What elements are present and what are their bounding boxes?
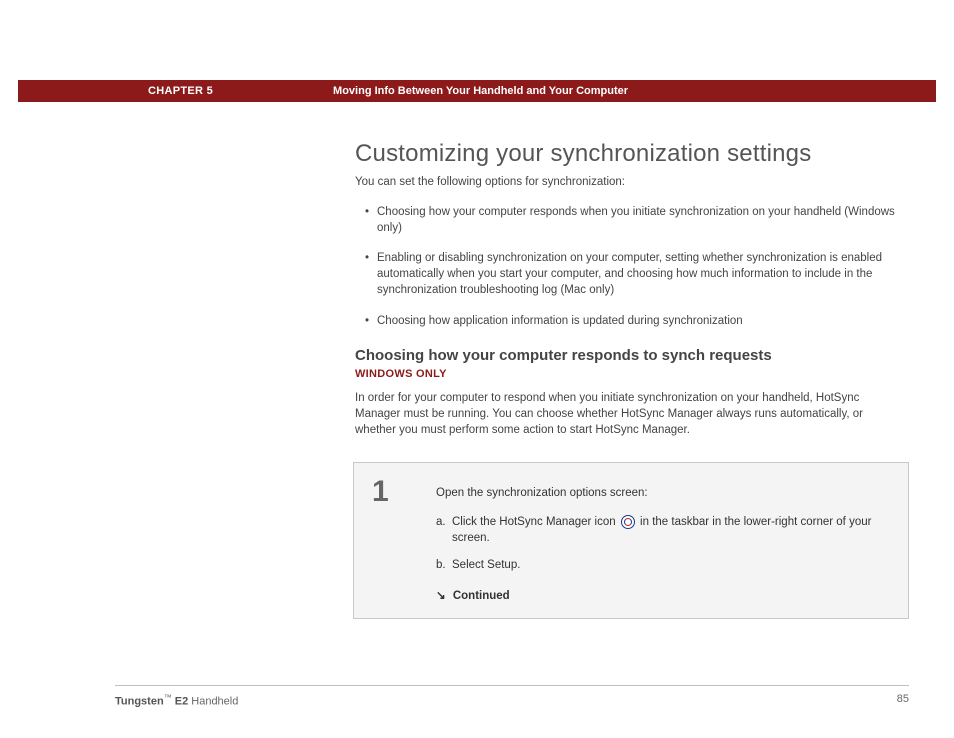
chapter-title: Moving Info Between Your Handheld and Yo… [333, 85, 628, 97]
footer-rule [115, 685, 909, 686]
step-sub-a: a. Click the HotSync Manager icon in the… [436, 514, 890, 547]
list-item: Enabling or disabling synchronization on… [355, 250, 900, 298]
footer-product-model: E2 [172, 696, 189, 708]
document-page: CHAPTER 5 Moving Info Between Your Handh… [0, 0, 954, 738]
section-heading: Choosing how your computer responds to s… [355, 347, 900, 364]
continued-arrow-icon: ↘ [436, 588, 446, 605]
intro-paragraph: You can set the following options for sy… [355, 174, 900, 190]
step-content: Open the synchronization options screen:… [426, 463, 908, 618]
chapter-header-bar: CHAPTER 5 Moving Info Between Your Handh… [18, 80, 936, 102]
option-list: Choosing how your computer responds when… [355, 204, 900, 329]
step-number-cell: 1 [354, 463, 426, 618]
list-item: Choosing how application information is … [355, 313, 900, 329]
continued-indicator: ↘ Continued [436, 588, 890, 605]
section-body: In order for your computer to respond wh… [355, 390, 900, 438]
page-number: 85 [897, 693, 909, 708]
step-letter-a: a. [436, 514, 446, 531]
step-a-prefix: Click the HotSync Manager icon [452, 516, 616, 528]
chapter-label: CHAPTER 5 [148, 85, 213, 97]
page-footer: Tungsten™ E2 Handheld 85 [115, 693, 909, 708]
step-sub-b: b. Select Setup. [436, 557, 890, 574]
list-item: Choosing how your computer responds when… [355, 204, 900, 236]
main-content: Customizing your synchronization setting… [355, 140, 900, 619]
footer-product-tail: Handheld [188, 696, 238, 708]
hotsync-icon [621, 515, 635, 529]
page-heading: Customizing your synchronization setting… [355, 140, 900, 168]
trademark-symbol: ™ [164, 693, 172, 702]
step-number: 1 [372, 477, 416, 507]
footer-product: Tungsten™ E2 Handheld [115, 693, 238, 708]
footer-product-name: Tungsten [115, 696, 164, 708]
step-title: Open the synchronization options screen: [436, 485, 890, 502]
platform-tag: WINDOWS ONLY [355, 368, 900, 380]
step-box: 1 Open the synchronization options scree… [353, 462, 909, 619]
step-b-text: Select Setup. [452, 559, 520, 571]
continued-label: Continued [453, 590, 510, 602]
step-letter-b: b. [436, 557, 446, 574]
